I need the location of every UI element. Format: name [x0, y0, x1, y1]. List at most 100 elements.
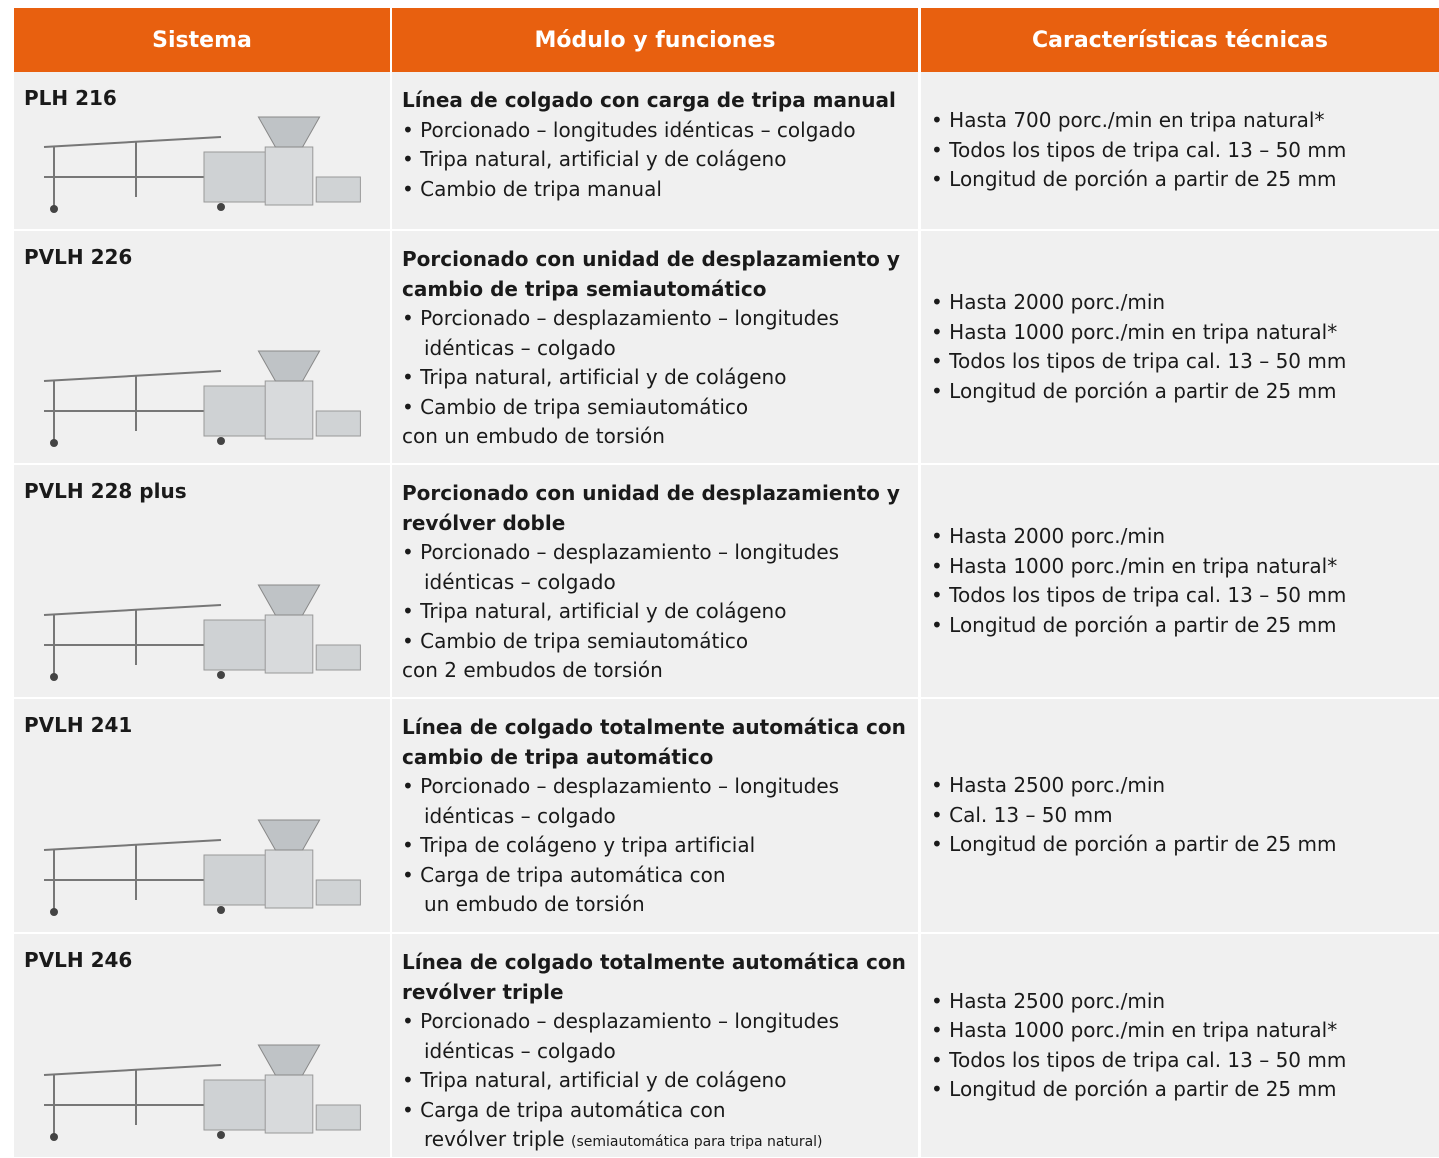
- module-line: • Cambio de tripa semiautomático: [402, 627, 900, 657]
- module-line: • Tripa natural, artificial y de colágen…: [402, 597, 900, 627]
- module-title: Porcionado con unidad de desplazamiento …: [402, 247, 900, 271]
- image-wrap: [34, 575, 374, 689]
- module-line: idénticas – colgado: [402, 568, 900, 598]
- spec-line: • Todos los tipos de tripa cal. 13 – 50 …: [931, 349, 1347, 373]
- line-text: idénticas – colgado: [424, 1038, 616, 1063]
- machine-image: [43, 584, 361, 681]
- system-cell: PVLH 246: [14, 934, 390, 1157]
- spec-line: • Todos los tipos de tripa cal. 13 – 50 …: [931, 1047, 1347, 1072]
- specs-cell: • Hasta 2000 porc./min • Hasta 1000 porc.…: [921, 465, 1439, 697]
- module-line: • Porcionado – desplazamiento – longitud…: [402, 538, 900, 568]
- specs-cell: • Hasta 700 porc./min en tripa natural* •…: [921, 72, 1439, 229]
- machine-image: [43, 819, 361, 916]
- table-row: PVLH 228 plus Porcionado con unidad de d…: [14, 465, 1439, 697]
- module-cell: Porcionado con unidad de desplazamiento …: [392, 231, 918, 463]
- line-text: • Tripa natural, artificial y de colágen…: [402, 599, 787, 623]
- line-text: • Porcionado – desplazamiento – longitud…: [402, 1009, 840, 1033]
- module-text: Porcionado con unidad de desplazamiento …: [402, 479, 900, 686]
- image-wrap: [34, 341, 374, 455]
- module-line: idénticas – colgado: [402, 1037, 906, 1067]
- module-line: • Porcionado – desplazamiento – longitud…: [402, 1007, 906, 1037]
- line-text: • Porcionado – desplazamiento – longitud…: [402, 540, 840, 564]
- line-text: • Tripa de colágeno y tripa artificial: [402, 833, 756, 857]
- system-name: PVLH 226: [24, 245, 133, 269]
- system-cell: PVLH 226: [14, 231, 390, 463]
- module-line: • Carga de tripa automática con: [402, 861, 906, 891]
- module-line: • Cambio de tripa manual: [402, 175, 896, 205]
- module-line: • Tripa de colágeno y tripa artificial: [402, 831, 906, 861]
- module-cell: Porcionado con unidad de desplazamiento …: [392, 465, 918, 697]
- line-text: con 2 embudos de torsión: [402, 658, 663, 682]
- spec-line: • Longitud de porción a partir de 25 mm: [931, 378, 1337, 403]
- module-title: revólver triple: [402, 979, 564, 1004]
- module-title: revólver doble: [402, 510, 566, 535]
- machine-image: [43, 350, 361, 447]
- spec-line: • Hasta 700 porc./min en tripa natural*: [931, 108, 1325, 133]
- module-title: Línea de colgado totalmente automática c…: [402, 715, 906, 739]
- spec-line: • Todos los tipos de tripa cal. 13 – 50 …: [931, 137, 1347, 162]
- line-text: revólver triple: [424, 1127, 565, 1151]
- line-text: • Tripa natural, artificial y de colágen…: [402, 365, 787, 389]
- line-text: • Cambio de tripa semiautomático: [402, 628, 749, 653]
- table-row: PLH 216 Línea de colgado con carga de tr…: [14, 72, 1439, 229]
- column-header: Sistema: [14, 8, 390, 72]
- spec-line: • Hasta 2500 porc./min: [931, 773, 1166, 798]
- spec-line: • Hasta 1000 porc./min en tripa natural*: [931, 319, 1338, 344]
- line-text: • Carga de tripa automática con: [402, 862, 726, 887]
- spec-line: • Longitud de porción a partir de 25 mm: [931, 167, 1337, 192]
- line-text: idénticas – colgado: [424, 335, 616, 360]
- table-row: PVLH 246 Línea de colgado totalmente aut…: [14, 934, 1439, 1157]
- module-line: • Porcionado – desplazamiento – longitud…: [402, 772, 906, 802]
- module-text: Línea de colgado totalmente automática c…: [402, 713, 906, 920]
- table-row: PVLH 226 Porcionado con unidad de despla…: [14, 231, 1439, 463]
- module-line: • Tripa natural, artificial y de colágen…: [402, 1066, 906, 1096]
- module-line: un embudo de torsión: [402, 890, 906, 920]
- machine-image: [43, 116, 361, 213]
- specs-cell: • Hasta 2500 porc./min • Cal. 13 – 50 mm •…: [921, 699, 1439, 932]
- image-wrap: [34, 1035, 374, 1149]
- line-text: idénticas – colgado: [424, 803, 616, 828]
- machine-image: [43, 1044, 361, 1141]
- module-line: con 2 embudos de torsión: [402, 656, 900, 686]
- system-cell: PVLH 241: [14, 699, 390, 932]
- module-line: • Carga de tripa automática con: [402, 1096, 906, 1126]
- spec-line: • Hasta 2000 porc./min: [931, 290, 1166, 314]
- module-line: • Tripa natural, artificial y de colágen…: [402, 145, 896, 175]
- spec-line: • Cal. 13 – 50 mm: [931, 802, 1113, 827]
- table-row: PVLH 241 Línea de colgado totalmente aut…: [14, 699, 1439, 932]
- module-text: Porcionado con unidad de desplazamiento …: [402, 245, 900, 452]
- specs-cell: • Hasta 2000 porc./min • Hasta 1000 porc.…: [921, 231, 1439, 463]
- column-header: Módulo y funciones: [392, 8, 918, 72]
- module-title: Línea de colgado con carga de tripa manu…: [402, 88, 896, 112]
- line-text: • Carga de tripa automática con: [402, 1097, 726, 1122]
- module-title: cambio de tripa automático: [402, 744, 714, 769]
- line-text: • Tripa natural, artificial y de colágen…: [402, 147, 787, 171]
- line-text: un embudo de torsión: [424, 892, 645, 916]
- module-line: revólver triple (semiautomática para tri…: [402, 1125, 906, 1158]
- system-name: PLH 216: [24, 86, 117, 110]
- line-text: • Cambio de tripa manual: [402, 176, 662, 201]
- system-cell: PVLH 228 plus: [14, 465, 390, 697]
- line-note: (semiautomática para tripa natural): [570, 1134, 823, 1150]
- spec-line: • Todos los tipos de tripa cal. 13 – 50 …: [931, 583, 1347, 607]
- system-name: PVLH 228 plus: [24, 479, 187, 503]
- module-line: idénticas – colgado: [402, 334, 900, 364]
- module-line: • Cambio de tripa semiautomático: [402, 393, 900, 423]
- module-text: Línea de colgado totalmente automática c…: [402, 948, 906, 1158]
- line-text: idénticas – colgado: [424, 569, 616, 594]
- module-line: • Porcionado – desplazamiento – longitud…: [402, 304, 900, 334]
- module-line: idénticas – colgado: [402, 802, 906, 832]
- image-wrap: [34, 107, 374, 221]
- module-cell: Línea de colgado totalmente automática c…: [392, 699, 918, 932]
- module-cell: Línea de colgado con carga de tripa manu…: [392, 72, 918, 229]
- line-text: • Tripa natural, artificial y de colágen…: [402, 1068, 787, 1092]
- module-line: con un embudo de torsión: [402, 422, 900, 452]
- spec-line: • Longitud de porción a partir de 25 mm: [931, 612, 1337, 637]
- spec-line: • Hasta 1000 porc./min en tripa natural*: [931, 1018, 1338, 1042]
- module-title: Porcionado con unidad de desplazamiento …: [402, 481, 900, 505]
- module-line: • Porcionado – longitudes idénticas – co…: [402, 116, 896, 146]
- spec-line: • Longitud de porción a partir de 25 mm: [931, 832, 1337, 857]
- module-line: • Tripa natural, artificial y de colágen…: [402, 363, 900, 393]
- spec-line: • Hasta 2500 porc./min: [931, 988, 1166, 1013]
